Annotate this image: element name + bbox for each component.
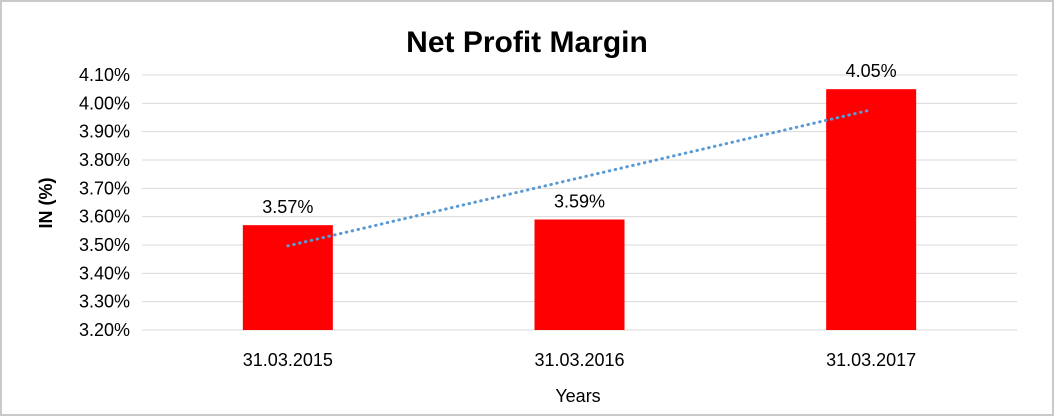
trendline — [286, 108, 873, 248]
x-tick-label: 31.03.2016 — [534, 350, 624, 370]
bar-data-label: 4.05% — [846, 61, 897, 81]
bar — [242, 225, 333, 330]
bar-data-label: 3.57% — [262, 197, 313, 217]
y-tick-label: 4.10% — [79, 65, 130, 85]
y-tick-label: 3.50% — [79, 235, 130, 255]
y-tick-label: 3.60% — [79, 207, 130, 227]
x-tick-label: 31.03.2015 — [243, 350, 333, 370]
y-tick-label: 4.00% — [79, 93, 130, 113]
x-tick-label: 31.03.2017 — [826, 350, 916, 370]
x-axis-title: Years — [555, 386, 601, 406]
y-tick-label: 3.70% — [79, 178, 130, 198]
chart-title: Net Profit Margin — [406, 26, 648, 59]
y-tick-label: 3.40% — [79, 263, 130, 283]
y-tick-label: 3.20% — [79, 320, 130, 340]
bar — [826, 89, 917, 331]
y-tick-label: 3.30% — [79, 292, 130, 312]
y-tick-label: 3.80% — [79, 150, 130, 170]
bar-data-label: 3.59% — [554, 192, 605, 212]
y-tick-label: 3.90% — [79, 122, 130, 142]
bar — [534, 219, 625, 330]
